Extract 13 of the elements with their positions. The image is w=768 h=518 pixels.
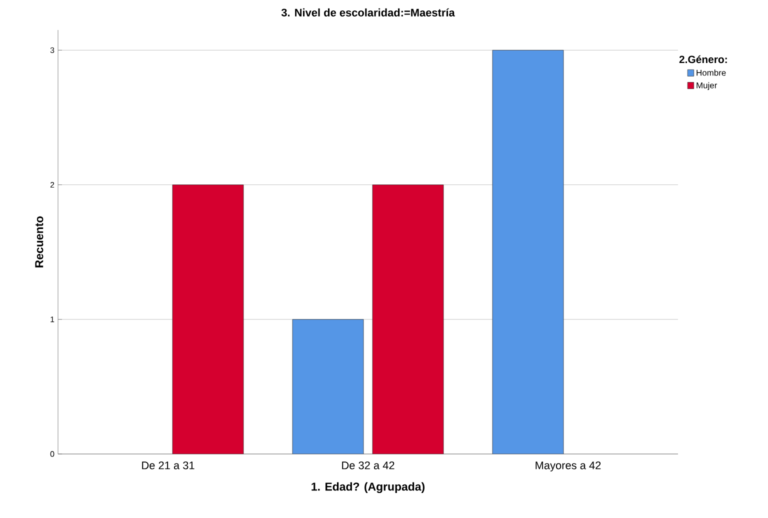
bar: [292, 319, 364, 454]
bar: [492, 50, 564, 454]
chart-title: 3. Nivel de escolaridad:=Maestría: [281, 8, 455, 16]
x-tick-label: De 21 a 31: [142, 462, 194, 470]
bar: [172, 184, 244, 454]
y-axis-title: Recuento: [35, 216, 44, 268]
bar: [372, 184, 444, 454]
x-tick-label: De 32 a 42: [342, 462, 394, 470]
legend-label: Mujer: [696, 82, 718, 90]
legend-title: 2.Género:: [679, 55, 727, 64]
legend-label: Hombre: [696, 70, 726, 76]
x-axis-title: 1. Edad? (Agrupada): [312, 482, 425, 493]
x-tick-label: Mayores a 42: [536, 462, 601, 472]
